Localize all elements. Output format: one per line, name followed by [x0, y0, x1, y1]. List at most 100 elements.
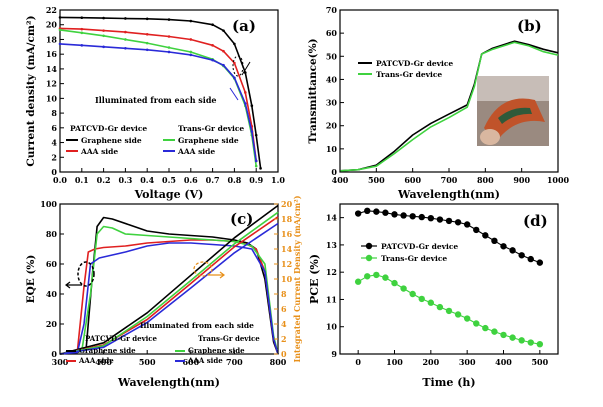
panel-c-ytick-label: 0 — [51, 349, 57, 359]
panel-d-series-0-point — [391, 211, 398, 218]
panel-a-series-0-point — [58, 16, 62, 19]
panel-d-label: (d) — [523, 212, 548, 230]
panel-d-ytick-label: 10 — [326, 322, 338, 332]
panel-c-y2tick-label: 20 — [281, 199, 293, 209]
panel-c-xtick-label: 800 — [270, 357, 287, 367]
panel-c-xtick-label: 500 — [139, 357, 156, 367]
panel-a-series-0-point — [211, 23, 214, 27]
panel-c-arrow-left-icon — [65, 281, 82, 289]
panel-d-series-0-point — [445, 217, 453, 225]
panel-a-series-1-point — [233, 61, 236, 65]
panel-d-series-1-point — [427, 299, 435, 306]
panel-d-series-1-point — [400, 285, 407, 292]
panel-c-y2tick-label: 12 — [281, 259, 292, 269]
panel-a-series-0-point — [167, 18, 171, 21]
panel-a-ytick-label: 22 — [46, 5, 57, 15]
panel-c-annotation: Illuminated from each side — [140, 321, 254, 330]
panel-d-series-0-point — [436, 216, 444, 223]
panel-a-series-3-point — [80, 44, 84, 47]
panel-d-series-1-point — [354, 278, 362, 285]
panel-a-series-0-point — [145, 17, 149, 21]
panel-c-ylabel: EQE (%) — [25, 255, 37, 304]
panel-c-series-layer — [59, 204, 279, 355]
panel-a-series-2-point — [124, 38, 127, 41]
panel-d-series-0-point — [518, 252, 525, 259]
panel-a-ytick-label: 14 — [46, 64, 58, 74]
panel-c-eqe-ellipse — [77, 261, 95, 287]
panel-d-series-1-point — [364, 273, 371, 280]
panel-c-legend-group-1: PATCVD-Gr device — [85, 334, 158, 343]
panel-a-series-layer — [58, 16, 262, 170]
panel-d-series-1-point — [454, 311, 462, 318]
panel-c-y2tick-label: 4 — [281, 319, 287, 329]
panel-b-label: (b) — [517, 17, 542, 35]
panel-d-xlabel: Time (h) — [422, 376, 475, 389]
panel-a-xtick-label: 0.8 — [227, 175, 241, 185]
panel-a-series-3-point — [233, 76, 236, 80]
panel-c-legend-label-4: AAA side — [187, 356, 223, 365]
panel-a-legend-label-4: AAA side — [177, 147, 215, 156]
panel-a-ytick-label: 4 — [51, 138, 57, 148]
panel-a-series-0-point — [189, 19, 193, 23]
panel-a-legend-group-2: Trans-Gr device — [178, 124, 244, 133]
panel-b-xtick-label: 400 — [332, 175, 349, 185]
panel-d-series-0-point — [418, 213, 425, 221]
panel-b-legend-label-1: PATCVD-Gr device — [376, 59, 453, 68]
panel-a-xtick-label: 0.6 — [184, 175, 198, 185]
panel-a-xtick-label: 0.0 — [53, 175, 67, 185]
panel-d-legend-label-1: PATCVD-Gr device — [381, 242, 458, 251]
panel-d-xtick-label: 100 — [386, 357, 403, 367]
panel-b-ylabel: Transmittance(%) — [307, 38, 319, 143]
panel-a-series-1-point — [102, 29, 105, 32]
panel-d-series-1-point — [382, 274, 389, 281]
panel-c-legend-label-3: Graphene side — [188, 346, 245, 355]
panel-a-ytick-label: 2 — [51, 152, 57, 162]
panel-b: 400 500 600 700 800 900 1000 0 10 20 30 40 50 60 70 (b… — [307, 5, 570, 201]
panel-b-xtick-label: 600 — [404, 175, 421, 185]
panel-d-series-1-point — [482, 324, 489, 332]
panel-a-ylabel: Current density (mA/cm²) — [25, 15, 37, 166]
panel-d-ytick-label: 12 — [326, 267, 337, 277]
panel-d-series-0-point — [382, 209, 389, 216]
panel-a-ytick-label: 8 — [51, 108, 57, 118]
panel-c-xtick-label: 600 — [182, 357, 199, 367]
panel-a-voc-ellipse — [232, 55, 244, 77]
panel-a-legend-label-3: Graphene side — [178, 136, 239, 145]
panel-d-ylabel: PCE (%) — [308, 254, 321, 304]
panel-a-xtick-label: 0.9 — [249, 175, 263, 185]
panel-b-series-line-1 — [339, 41, 559, 172]
panel-c-y2tick-label: 14 — [281, 244, 293, 254]
panel-c-ytick-label: 20 — [46, 319, 58, 329]
panel-b-xtick-label: 900 — [513, 175, 530, 185]
panel-a-legend-label-2: AAA side — [80, 147, 118, 156]
panel-a-label: (a) — [232, 17, 256, 35]
panel-a-xtick-label: 0.2 — [97, 175, 111, 185]
panel-c-y2tick-label: 10 — [281, 274, 293, 284]
panel-a-annotation: Illuminated from each side — [95, 95, 217, 105]
panel-d-series-0-point — [400, 212, 407, 219]
panel-d: 0 100 200 300 400 500 9 10 11 12 13 14 (d) PATCVD-G… — [308, 203, 559, 389]
panel-b-ytick-label: 30 — [326, 98, 338, 108]
panel-a-series-3-point — [145, 48, 149, 52]
panel-a-series-1-point — [124, 30, 127, 34]
panel-a-series-3-point — [250, 130, 254, 133]
panel-c-ytick-label: 100 — [40, 199, 57, 209]
panel-b-device-photo — [477, 76, 549, 146]
panel-a-series-2-point — [254, 164, 258, 168]
panel-b-legend-label-2: Trans-Gr device — [376, 70, 442, 79]
panel-a-xtick-label: 0.1 — [75, 175, 89, 185]
panel-a-series-3-point — [211, 58, 214, 62]
panel-a-series-1-point — [244, 91, 247, 94]
panel-d-series-0-point — [354, 210, 362, 217]
panel-b-ytick-label: 50 — [326, 51, 338, 61]
panel-b-ytick-label: 60 — [326, 28, 338, 38]
panel-a-xtick-label: 0.7 — [206, 175, 220, 185]
panel-a-series-0-point — [222, 29, 225, 32]
panel-b-ytick-label: 10 — [326, 144, 338, 154]
panel-a-ytick-label: 10 — [46, 93, 58, 103]
panel-c-legend-label-2: AAA side — [78, 356, 114, 365]
panel-d-series-1-point — [445, 307, 453, 315]
panel-d-series-0-point — [527, 255, 534, 263]
panel-d-series-0-point — [463, 221, 471, 228]
panel-d-series-0-point — [373, 208, 380, 215]
